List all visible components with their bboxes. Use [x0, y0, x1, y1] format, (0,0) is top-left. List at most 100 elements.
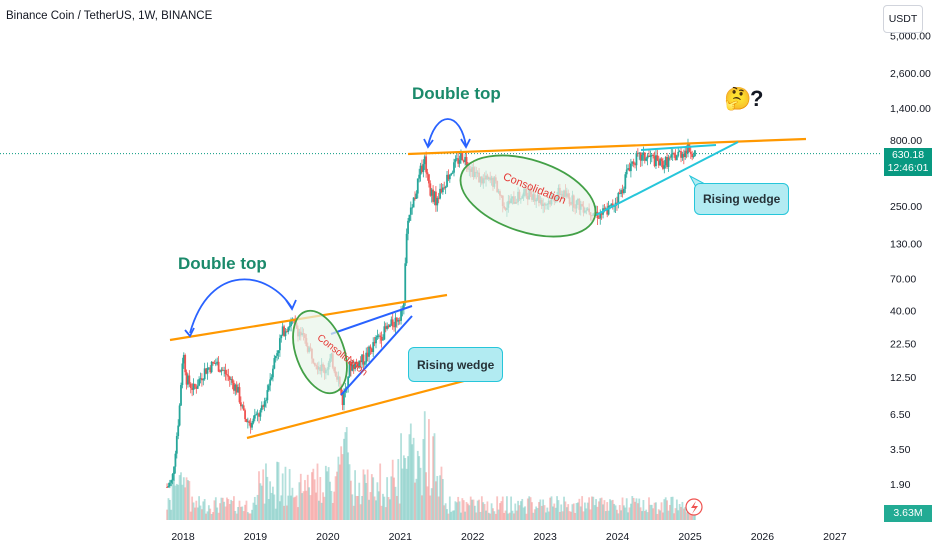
x-tick-label: 2025: [678, 531, 702, 543]
volume-bar: [652, 508, 655, 520]
volume-bar: [451, 510, 454, 520]
volume-bar: [265, 463, 267, 520]
volume-bar: [631, 496, 634, 520]
volume-bar: [558, 511, 561, 520]
candle-body: [653, 156, 656, 167]
candle-body: [675, 155, 678, 161]
volume-bar: [501, 496, 504, 520]
y-tick-label: 22.50: [890, 338, 916, 350]
candle-body: [680, 151, 682, 158]
volume-bar: [408, 434, 411, 520]
volume-bar: [184, 487, 187, 520]
volume-bar: [276, 461, 279, 520]
volume-bar: [610, 500, 613, 520]
candle-body: [238, 387, 241, 403]
volume-bar: [529, 497, 532, 520]
candle-body: [258, 413, 260, 417]
candle-body: [174, 453, 177, 467]
candle-body: [184, 354, 187, 373]
volume-bar: [355, 495, 358, 520]
volume-bar: [478, 499, 480, 520]
rising-wedge-label-lower: Rising wedge: [408, 347, 504, 382]
volume-bar: [182, 477, 185, 520]
volume-bar: [492, 508, 494, 520]
candle-body: [450, 173, 453, 175]
volume-bar: [411, 444, 414, 520]
candle-body: [638, 152, 641, 154]
y-tick-label: 70.00: [890, 274, 916, 286]
volume-bar: [181, 484, 184, 520]
volume-bar: [522, 507, 525, 520]
candle-body: [168, 482, 171, 487]
candle-body: [667, 157, 670, 167]
volume-bar: [173, 471, 175, 520]
volume-bar: [575, 503, 578, 520]
candle-body: [623, 188, 625, 194]
candle-body: [646, 155, 649, 159]
volume-bar: [216, 507, 219, 520]
volume-bar: [638, 498, 641, 520]
volume-bar: [415, 478, 418, 520]
double-top-label-lower: Double top: [178, 254, 267, 273]
volume-bar: [673, 513, 675, 520]
volume-bar: [689, 511, 692, 520]
volume-bar: [592, 496, 595, 520]
volume-badge: 3.63M: [884, 505, 932, 522]
candle-body: [418, 174, 421, 179]
volume-bar: [503, 512, 506, 520]
volume-bar: [395, 495, 398, 520]
candle-body: [341, 394, 344, 406]
volume-bar: [170, 509, 173, 520]
consolidation-ellipse-lower: [292, 309, 348, 395]
volume-bar: [274, 508, 277, 520]
volume-bar: [251, 509, 253, 520]
volume-bar: [542, 499, 545, 520]
volume-bar: [486, 501, 489, 520]
candle-body: [350, 361, 352, 371]
candle-body: [359, 360, 362, 363]
volume-bar: [238, 500, 241, 520]
candle-body: [209, 367, 212, 373]
volume-bar: [585, 508, 588, 520]
volume-bar: [213, 500, 216, 520]
volume-bar: [589, 509, 592, 520]
volume-bar: [290, 495, 292, 520]
volume-bar: [596, 506, 599, 520]
rising-wedge-label-upper: Rising wedge: [694, 183, 790, 215]
wedge-lower-line-2024: [595, 141, 739, 216]
candle-body: [194, 383, 196, 387]
volume-bar: [320, 502, 323, 520]
volume-bar: [175, 483, 178, 520]
volume-bar: [400, 433, 402, 520]
volume-bar: [458, 501, 461, 520]
volume-bar: [677, 510, 680, 520]
candle-body: [167, 486, 170, 488]
volume-bar: [480, 496, 483, 520]
candle-body: [365, 352, 368, 363]
volume-bar: [311, 472, 313, 520]
volume-bar: [177, 484, 180, 520]
candle-body: [361, 354, 363, 363]
volume-bar: [443, 505, 446, 520]
candle-body: [603, 208, 606, 210]
volume-bar: [444, 503, 447, 520]
volume-bar: [412, 437, 415, 520]
volume-bar: [281, 473, 284, 520]
volume-bar: [426, 486, 429, 520]
candle-body: [599, 213, 602, 219]
volume-bar: [455, 502, 458, 520]
candle-body: [691, 153, 694, 158]
volume-bar: [487, 512, 490, 520]
candle-body: [266, 390, 269, 401]
volume-bar: [582, 511, 585, 520]
volume-bar: [625, 498, 628, 520]
volume-bar: [674, 508, 677, 520]
x-tick-label: 2026: [751, 531, 775, 543]
currency-button[interactable]: USDT: [883, 5, 923, 33]
candle-body: [368, 346, 370, 357]
candle-body: [422, 164, 425, 172]
x-tick-label: 2021: [389, 531, 413, 543]
candle-body: [276, 353, 279, 356]
